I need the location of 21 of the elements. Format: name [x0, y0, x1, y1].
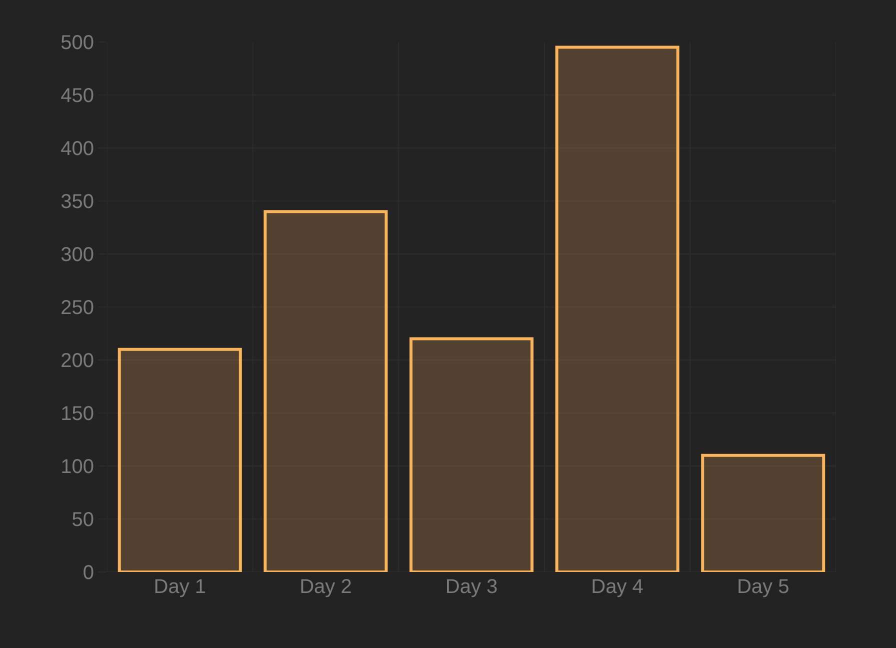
x-tick-label: Day 3 — [445, 576, 498, 598]
x-tick-label: Day 2 — [300, 576, 352, 598]
bar — [118, 348, 242, 572]
y-tick-label: 450 — [60, 85, 94, 107]
y-tick-label: 250 — [60, 297, 94, 319]
y-tick-label: 50 — [72, 509, 94, 531]
y-tick-label: 100 — [60, 456, 94, 478]
y-tick-label: 200 — [60, 350, 94, 372]
y-tick-label: 150 — [60, 403, 94, 425]
y-tick-label: 300 — [60, 244, 94, 266]
bar — [555, 46, 680, 572]
x-tick-label: Day 5 — [736, 576, 790, 598]
x-tick-label: Day 1 — [154, 576, 206, 598]
y-tick-label: 400 — [60, 138, 94, 160]
y-tick-label: 500 — [60, 32, 94, 54]
bar — [701, 454, 826, 572]
y-tick-label: 0 — [82, 562, 94, 584]
bar — [409, 337, 534, 572]
y-tick-label: 350 — [60, 191, 94, 213]
bar — [264, 210, 388, 572]
x-tick-label: Day 4 — [591, 576, 644, 598]
